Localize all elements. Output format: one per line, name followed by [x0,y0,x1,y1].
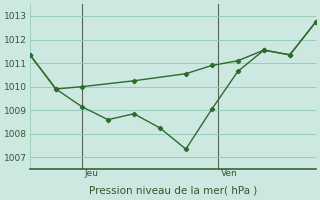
Text: Ven: Ven [221,169,238,178]
X-axis label: Pression niveau de la mer( hPa ): Pression niveau de la mer( hPa ) [89,186,257,196]
Text: Jeu: Jeu [84,169,99,178]
